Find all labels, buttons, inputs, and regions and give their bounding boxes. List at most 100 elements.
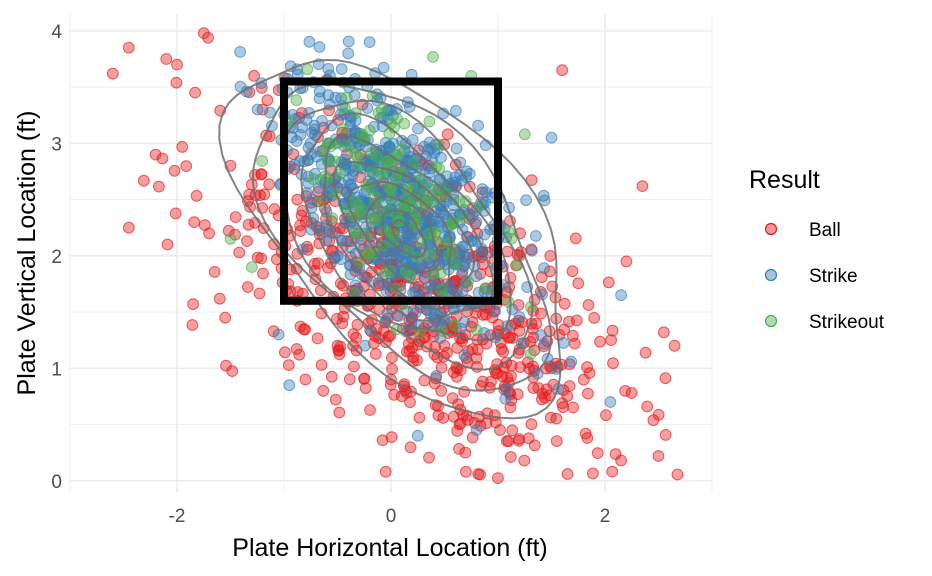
point-ball xyxy=(512,314,525,327)
point-ball xyxy=(569,232,582,245)
point-strikeout xyxy=(349,148,362,161)
legend-title: Result xyxy=(749,166,820,194)
point-strike xyxy=(325,119,338,132)
x-tick-label: 0 xyxy=(386,506,397,527)
legend-key-strike xyxy=(764,268,778,282)
point-strike xyxy=(251,103,264,116)
point-ball xyxy=(544,411,557,424)
strike-zone-box xyxy=(280,77,502,305)
point-ball xyxy=(451,425,464,437)
point-strike xyxy=(470,424,483,437)
legend-key-strikeout xyxy=(764,314,778,328)
point-ball xyxy=(295,209,308,222)
point-ball xyxy=(359,382,372,395)
point-ball xyxy=(229,211,242,224)
point-ball xyxy=(219,311,232,324)
point-ball xyxy=(476,375,489,388)
point-ball xyxy=(311,332,324,345)
legend-label-ball: Ball xyxy=(809,220,841,241)
x-tick-label: -2 xyxy=(169,506,186,527)
point-ball xyxy=(315,359,328,371)
y-tick-label: 1 xyxy=(51,359,62,380)
point-ball xyxy=(485,375,497,388)
point-ball xyxy=(161,238,174,251)
point-strike xyxy=(478,228,491,241)
point-ball xyxy=(169,207,182,220)
point-strike xyxy=(411,429,424,442)
point-strike xyxy=(450,142,463,155)
point-strike xyxy=(311,150,323,163)
point-strike xyxy=(454,322,467,335)
point-strike xyxy=(470,216,483,228)
point-strike xyxy=(550,363,562,375)
point-ball xyxy=(668,339,681,352)
point-strikeout xyxy=(502,295,515,308)
point-strike xyxy=(283,379,296,392)
point-strike xyxy=(313,41,326,53)
point-strike xyxy=(322,63,335,75)
point-strike xyxy=(344,178,357,191)
point-strikeout xyxy=(525,301,537,313)
point-ball xyxy=(376,434,389,447)
point-ball xyxy=(386,363,398,376)
point-ball xyxy=(535,271,548,284)
point-strikeout xyxy=(459,195,472,208)
point-strike xyxy=(526,244,538,257)
point-strikeout xyxy=(256,155,269,167)
point-ball xyxy=(591,447,604,460)
point-ball xyxy=(607,357,619,370)
point-ball xyxy=(364,404,376,416)
point-ball xyxy=(459,446,472,459)
point-ball xyxy=(189,86,202,99)
point-ball xyxy=(606,324,619,337)
point-ball xyxy=(333,406,346,419)
density-contour xyxy=(347,181,453,291)
point-strikeout xyxy=(449,258,462,271)
y-axis-title: Plate Vertical Location (ft) xyxy=(13,111,41,396)
point-ball xyxy=(602,276,615,289)
point-ball xyxy=(337,279,350,292)
density-contour xyxy=(381,209,428,259)
point-ball xyxy=(518,454,531,467)
point-strike xyxy=(334,176,347,189)
point-ball xyxy=(156,152,169,165)
point-ball xyxy=(257,267,269,280)
point-strike xyxy=(407,286,420,299)
point-strike xyxy=(363,36,376,48)
x-tick-label: 2 xyxy=(600,506,611,527)
point-ball xyxy=(474,468,487,481)
point-strike xyxy=(531,367,544,380)
point-ball xyxy=(242,218,255,231)
point-ball xyxy=(188,216,201,229)
density-contour xyxy=(282,99,534,371)
point-ball xyxy=(582,387,594,400)
point-strikeout xyxy=(443,237,456,250)
point-ball xyxy=(348,360,360,373)
point-strike xyxy=(306,126,318,139)
point-ball xyxy=(255,252,268,265)
point-ball xyxy=(641,400,654,413)
point-strike xyxy=(396,134,408,147)
point-strikeout xyxy=(334,168,347,180)
point-ball xyxy=(386,351,398,364)
point-ball xyxy=(226,365,239,378)
point-ball xyxy=(241,281,254,294)
point-ball xyxy=(543,265,556,278)
point-strike xyxy=(530,230,542,242)
point-ball xyxy=(625,387,638,399)
point-strikeout xyxy=(427,51,439,63)
point-strike xyxy=(537,189,550,202)
y-tick-label: 0 xyxy=(51,472,62,493)
point-ball xyxy=(435,385,448,397)
point-strikeout xyxy=(337,123,349,135)
point-ball xyxy=(647,414,660,427)
legend-key-ball xyxy=(764,222,778,236)
point-ball xyxy=(186,319,199,331)
point-strike xyxy=(499,392,512,405)
point-strike xyxy=(234,46,247,58)
point-ball xyxy=(312,257,325,270)
density-contour xyxy=(332,160,476,310)
point-strikeout xyxy=(320,173,333,186)
point-strikeout xyxy=(470,324,483,336)
point-ball xyxy=(480,417,493,430)
